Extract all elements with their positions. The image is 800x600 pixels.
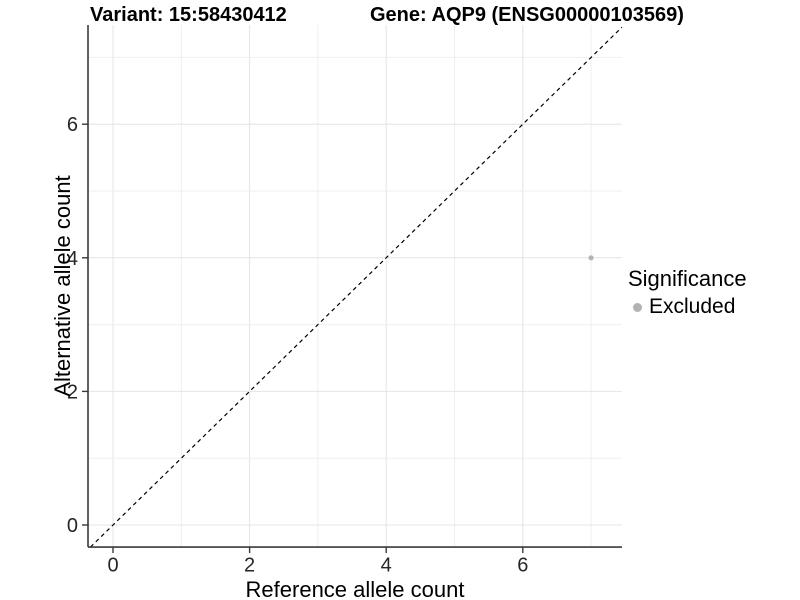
identity-line bbox=[90, 26, 623, 548]
data-point bbox=[588, 255, 594, 261]
legend-point-swatch-icon bbox=[633, 302, 642, 312]
x-tick-label: 2 bbox=[244, 555, 255, 577]
y-tick-label: 6 bbox=[67, 114, 78, 136]
legend-item: Excluded bbox=[628, 295, 747, 319]
y-tick-label: 4 bbox=[67, 248, 78, 270]
y-tick-label: 0 bbox=[67, 515, 78, 537]
legend: Significance Excluded bbox=[628, 266, 747, 319]
x-tick-label: 6 bbox=[517, 555, 528, 577]
x-axis-title: Reference allele count bbox=[245, 577, 465, 600]
legend-title: Significance bbox=[628, 266, 747, 291]
x-tick-label: 0 bbox=[107, 555, 118, 577]
variant-title: Variant: 15:58430412 bbox=[90, 4, 287, 26]
x-tick-label: 4 bbox=[381, 555, 392, 577]
gene-title: Gene: AQP9 (ENSG00000103569) bbox=[370, 4, 684, 26]
legend-item-label: Excluded bbox=[649, 295, 736, 318]
y-tick-label: 2 bbox=[67, 381, 78, 403]
y-axis-title: Alternative allele count bbox=[50, 175, 75, 397]
